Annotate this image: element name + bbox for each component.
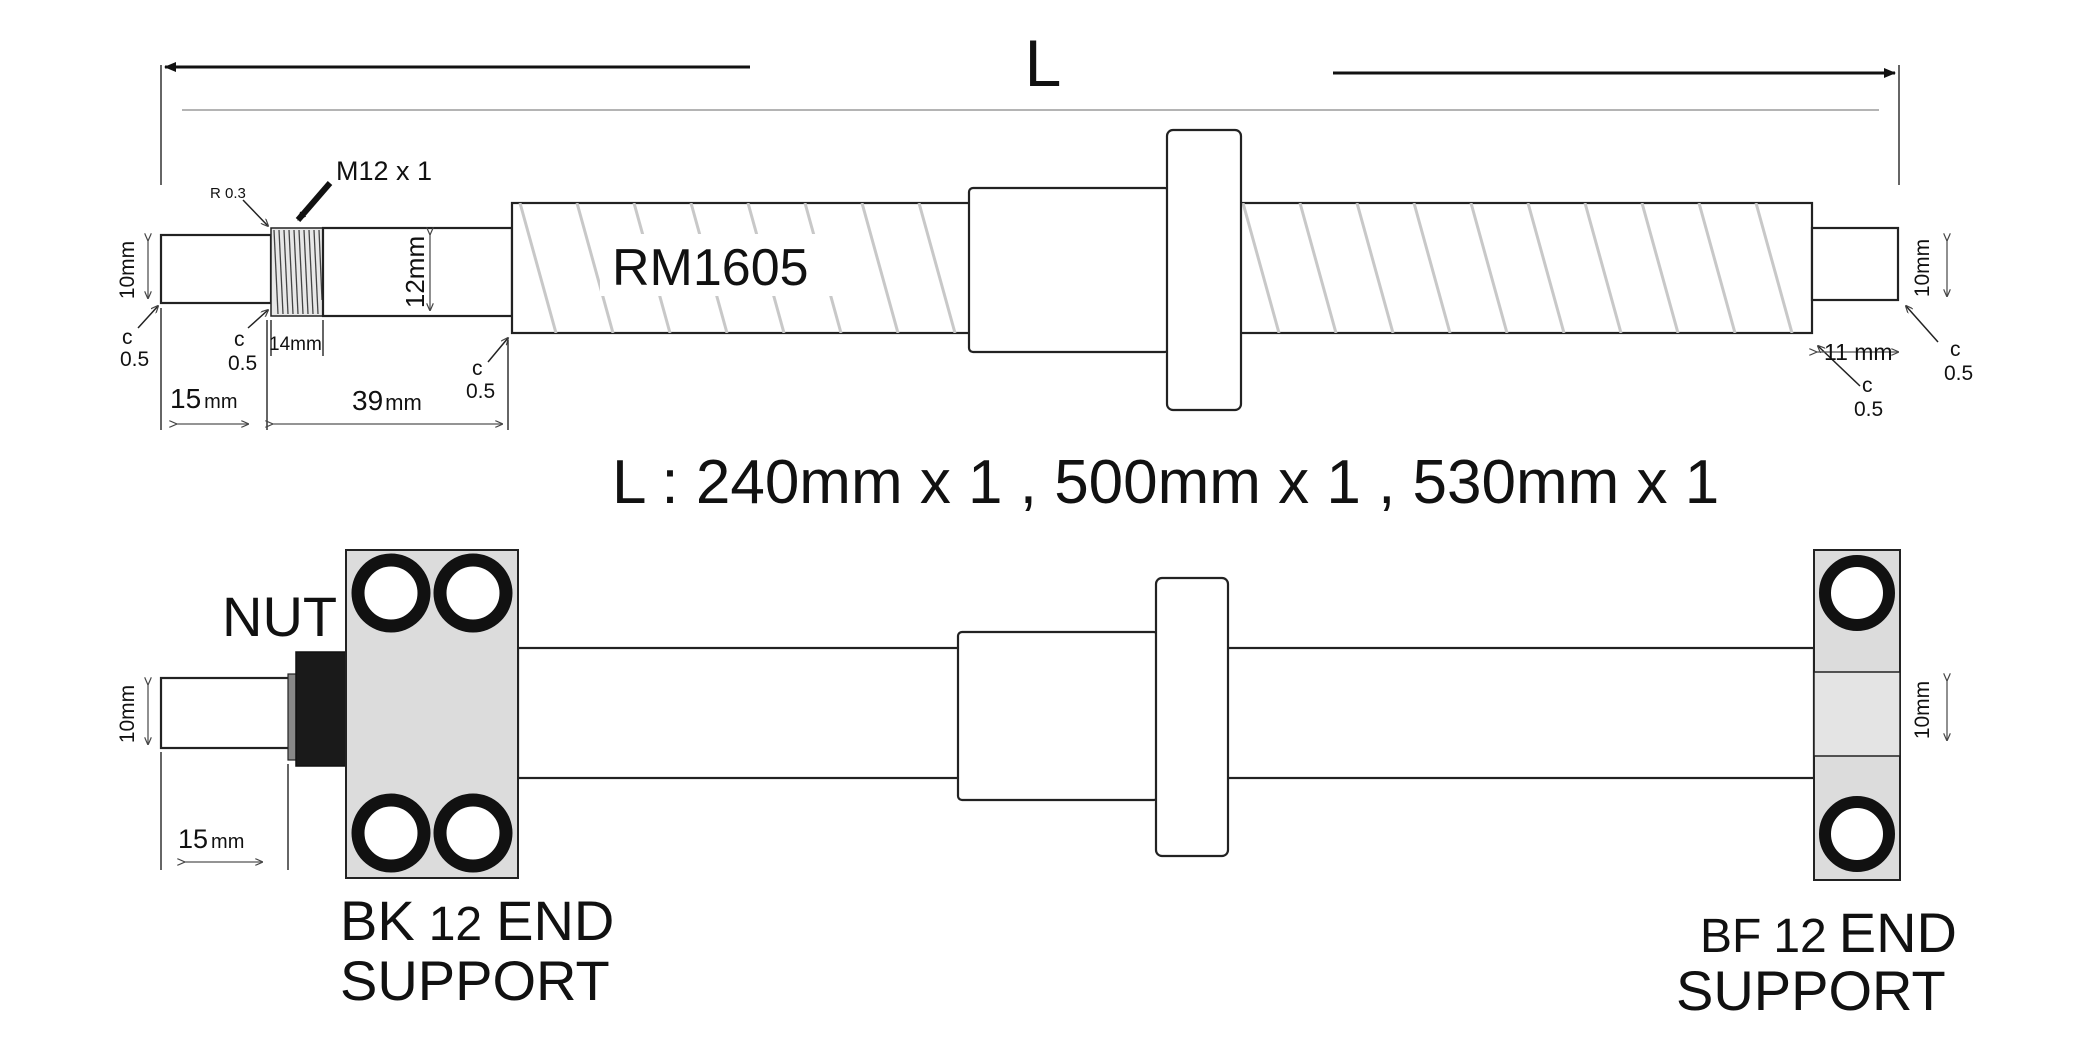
dim-bottom-left-10mm: 10mm bbox=[116, 685, 139, 743]
svg-text:c: c bbox=[234, 328, 245, 351]
chamfer-right-end: c 0.5 bbox=[1906, 306, 1973, 385]
dim-bottom-right-10mm: 10mm bbox=[1911, 681, 1934, 739]
dim-left-10mm: 10mm bbox=[116, 241, 139, 299]
dim-15mm-top: 15 mm bbox=[170, 383, 237, 414]
bearing-journal-12mm bbox=[321, 226, 514, 318]
left-journal bbox=[159, 233, 273, 305]
bottom-ball-nut-flange bbox=[1154, 576, 1230, 858]
chamfer-thread: c 0.5 bbox=[228, 310, 268, 375]
svg-text:0.5: 0.5 bbox=[120, 348, 149, 371]
thread-label: M12 x 1 bbox=[336, 156, 432, 186]
top-view-dimensions: 10mm 12mm 10mm R 0.3 M12 x 1 c 0.5 c 0.5… bbox=[116, 156, 1973, 430]
svg-text:SUPPORT: SUPPORT bbox=[1676, 959, 1946, 1022]
chamfer-shaft-start: c 0.5 bbox=[466, 338, 508, 403]
dim-15mm-bottom: 15 mm bbox=[178, 824, 244, 854]
svg-text:c: c bbox=[122, 326, 133, 349]
svg-text:0.5: 0.5 bbox=[1854, 398, 1883, 421]
bk-support-label: BK 12 END SUPPORT bbox=[340, 889, 614, 1012]
bottom-view-dimensions: 10mm 10mm 15 mm bbox=[116, 680, 1947, 870]
bottom-left-journal bbox=[159, 676, 291, 750]
lock-nut bbox=[295, 651, 349, 767]
ball-nut-body bbox=[967, 186, 1171, 354]
svg-text:c: c bbox=[1862, 374, 1873, 397]
svg-text:0.5: 0.5 bbox=[466, 380, 495, 403]
bk-bolt-holes bbox=[351, 553, 513, 873]
dim-12mm: 12mm bbox=[400, 236, 430, 308]
overall-length-dimension: L bbox=[160, 26, 1900, 185]
screw-model-label: RM1605 bbox=[612, 239, 809, 297]
svg-text:SUPPORT: SUPPORT bbox=[340, 949, 610, 1012]
radius-label: R 0.3 bbox=[210, 185, 246, 202]
dim-11mm: 11 mm bbox=[1824, 339, 1893, 365]
svg-text:c: c bbox=[1950, 338, 1961, 361]
nut-label: NUT bbox=[222, 585, 337, 648]
assembly-bottom-view bbox=[159, 549, 1901, 881]
bottom-ball-nut-body bbox=[956, 630, 1160, 802]
dim-right-10mm: 10mm bbox=[1911, 239, 1934, 297]
svg-text:0.5: 0.5 bbox=[228, 352, 257, 375]
lengths-text: L : 240mm x 1 , 500mm x 1 , 530mm x 1 bbox=[612, 448, 1719, 517]
overall-length-label: L bbox=[1025, 26, 1062, 100]
dim-14mm: 14mm bbox=[269, 334, 322, 355]
bf-shaft-end bbox=[1813, 671, 1901, 757]
bf-bolt-holes bbox=[1819, 555, 1895, 872]
bf-support-label: BF 12 END SUPPORT bbox=[1676, 901, 1957, 1022]
dim-39mm: 39mm bbox=[352, 385, 422, 416]
svg-text:0.5: 0.5 bbox=[1944, 362, 1973, 385]
svg-text:c: c bbox=[472, 357, 483, 380]
ball-nut-flange bbox=[1165, 128, 1243, 412]
right-journal bbox=[1810, 226, 1900, 302]
screw-top-view: RM1605 bbox=[159, 128, 1900, 412]
chamfer-left-end: c 0.5 bbox=[120, 306, 158, 371]
